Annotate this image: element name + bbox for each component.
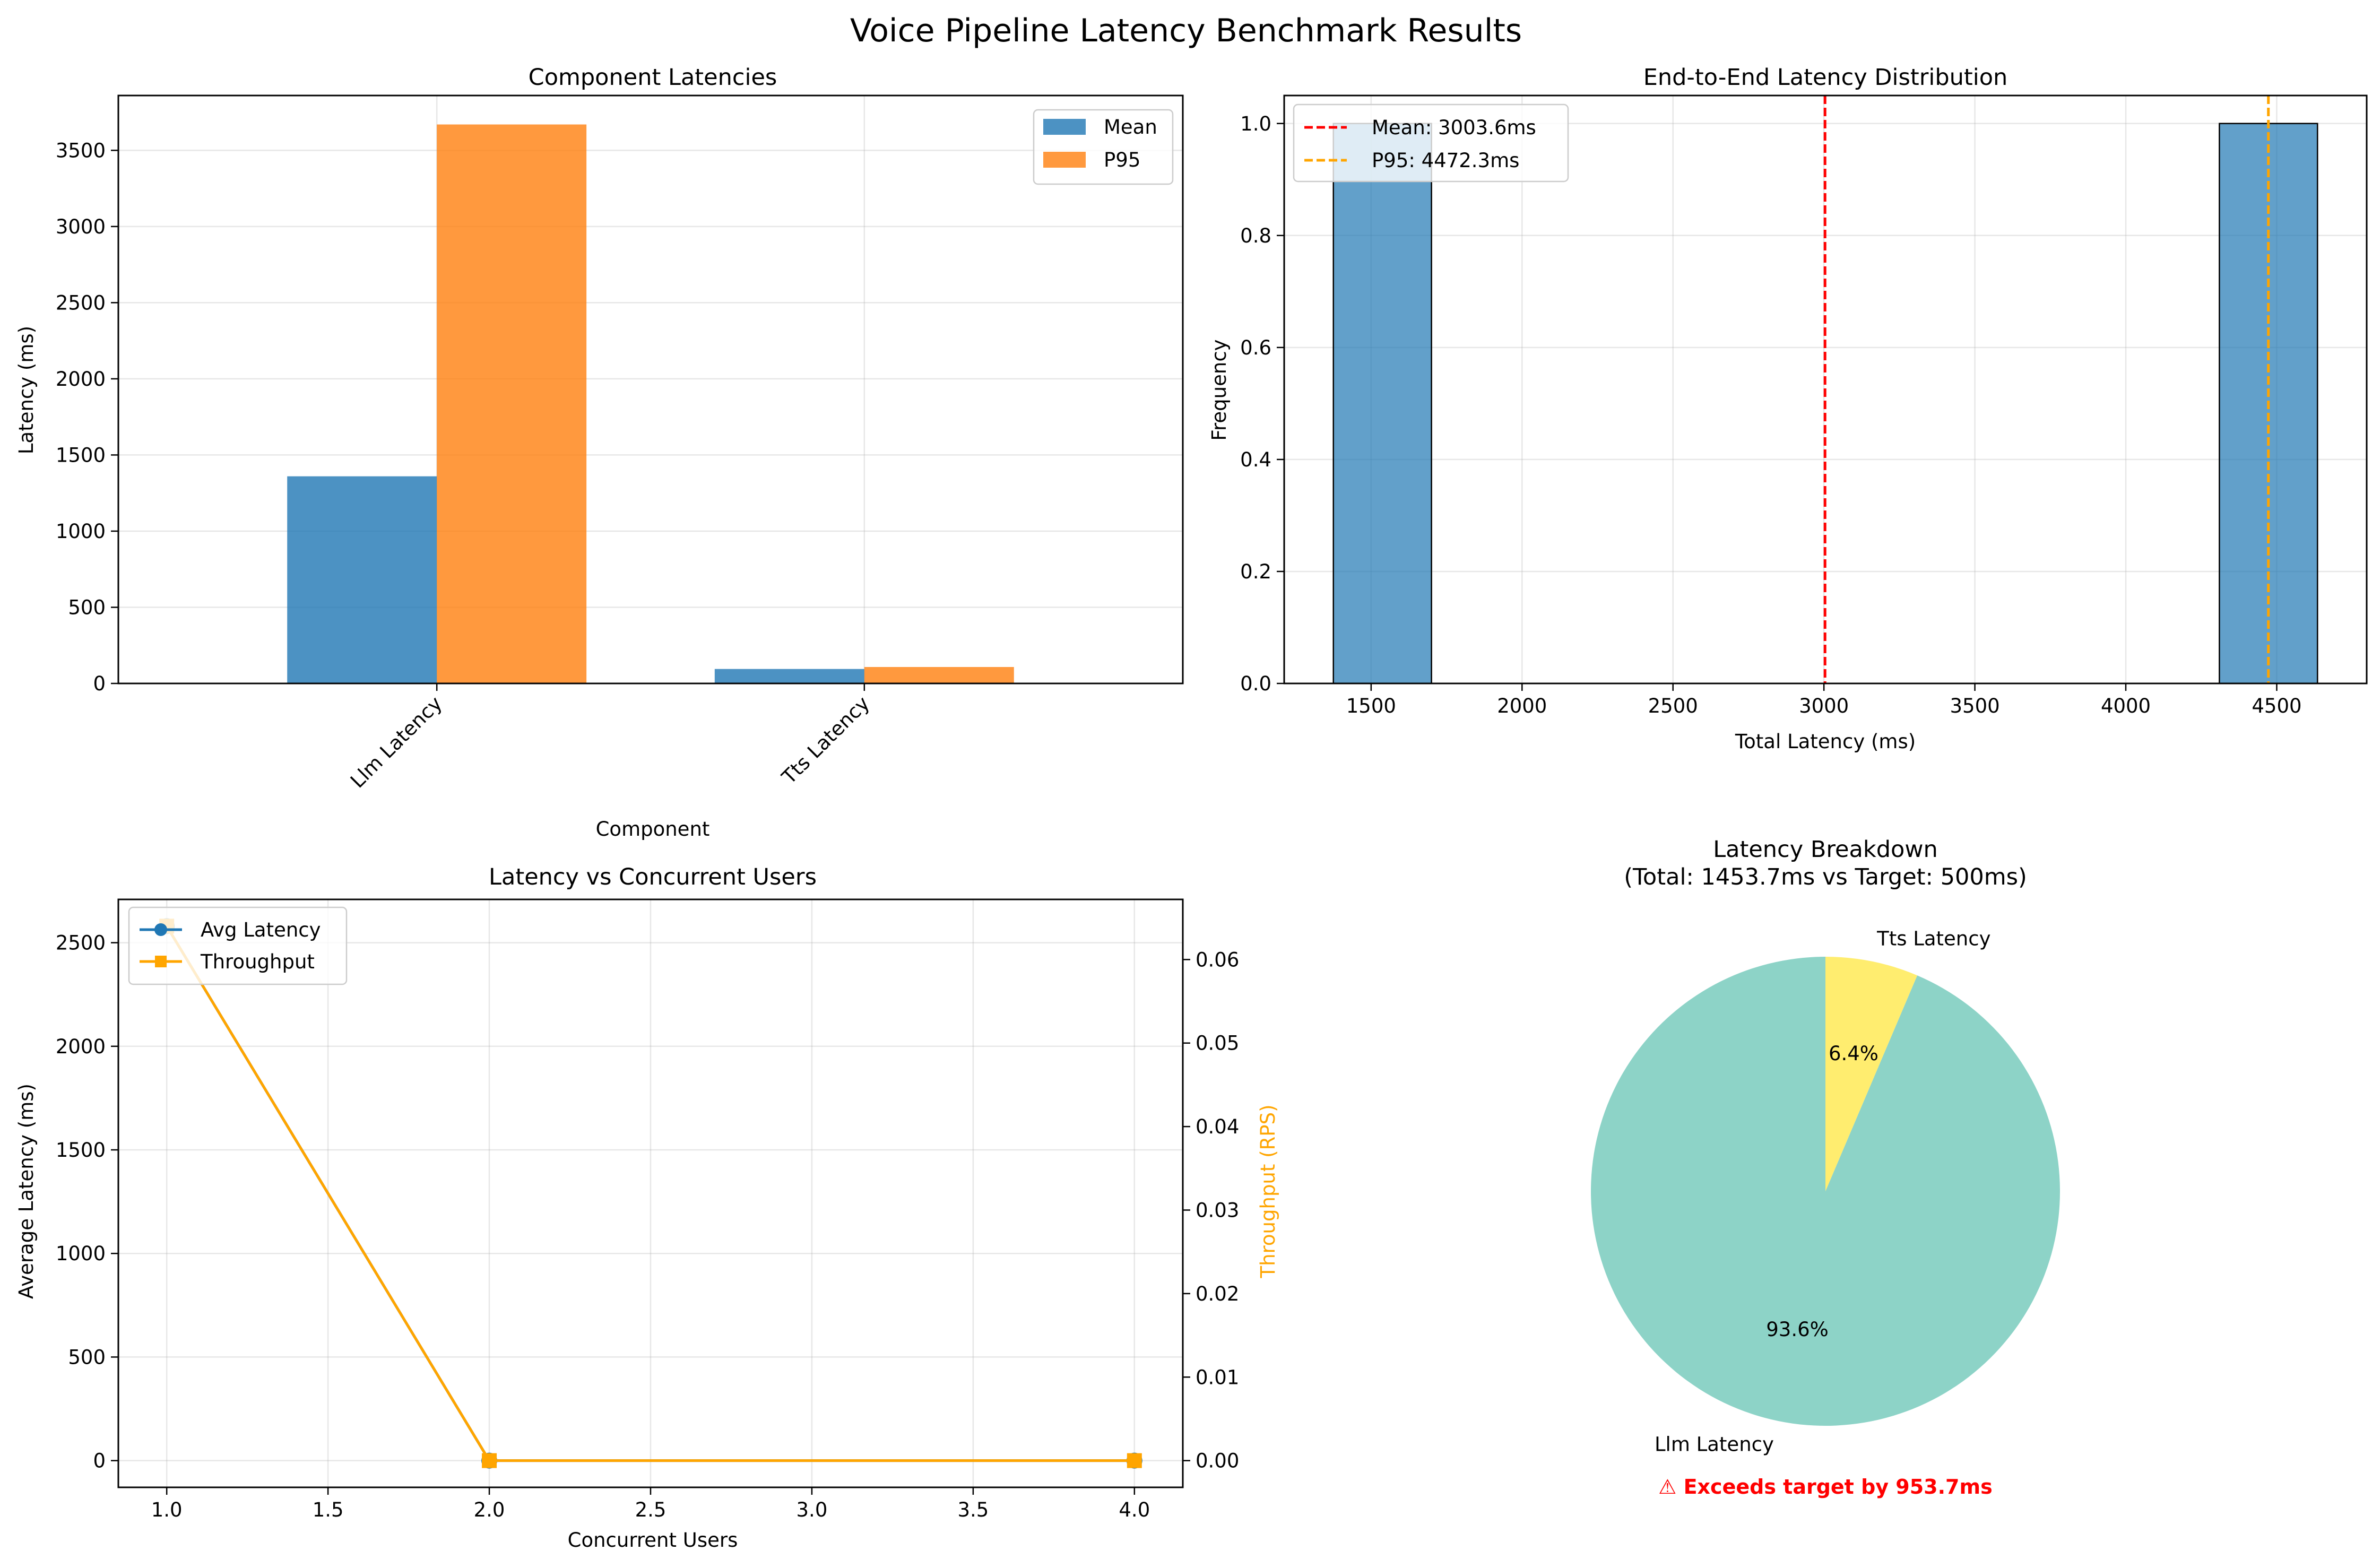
p3-xtick-label: 1.5 [313, 1498, 344, 1521]
p3-title: Latency vs Concurrent Users [489, 864, 817, 890]
p1-xtick-label: Tts Latency [777, 692, 874, 789]
p3-xtick-label: 3.5 [957, 1498, 989, 1521]
p1-legend-swatch-mean [1043, 119, 1086, 135]
p3-xtick-label: 1.0 [151, 1498, 183, 1521]
p4-warning: ⚠ Exceeds target by 953.7ms [1658, 1475, 1992, 1498]
p2-xtick-label: 1500 [1346, 695, 1396, 717]
p1-ytick-label: 500 [68, 596, 106, 619]
p3-legend-label-throughput: Throughput [200, 950, 315, 973]
p4-label-tts: Tts Latency [1876, 928, 1990, 950]
p4-pct-llm: 93.6% [1766, 1318, 1829, 1341]
p1-ytick-label: 2000 [56, 368, 106, 391]
p3-y2label: Throughput (RPS) [1257, 1104, 1279, 1278]
p3-xtick-label: 3.0 [797, 1498, 828, 1521]
p2-title: End-to-End Latency Distribution [1643, 64, 2008, 91]
p2-xlabel: Total Latency (ms) [1735, 730, 1916, 753]
latency-vs-users-chart: Latency vs Concurrent Users Concurrent U… [15, 864, 1279, 1552]
p2-xtick-label: 2500 [1648, 695, 1698, 717]
p1-ytick-label: 0 [93, 672, 106, 695]
p3-legend: Avg Latency Throughput [128, 906, 348, 985]
latency-breakdown-chart: Latency Breakdown (Total: 1453.7ms vs Ta… [1590, 836, 2060, 1498]
p2-hist-bar-0 [1332, 123, 1432, 685]
p1-ytick-label: 3000 [56, 215, 106, 238]
p3-xlabel: Concurrent Users [568, 1529, 738, 1552]
p2-ytick-label: 0.8 [1240, 224, 1271, 247]
p3-xtick-label: 4.0 [1119, 1498, 1150, 1521]
p1-legend-label-p95: P95 [1104, 149, 1140, 171]
p1-ytick-label: 1000 [56, 520, 106, 543]
p2-ytick-label: 0.4 [1240, 448, 1271, 471]
p1-xlabel: Component [596, 818, 710, 841]
p1-ytick-label: 2500 [56, 291, 106, 314]
p2-xtick-label: 3000 [1799, 695, 1849, 717]
p1-ytick-label: 1500 [56, 444, 106, 466]
p3-y2tick-label: 0.03 [1196, 1199, 1239, 1222]
p3-y2tick-label: 0.02 [1196, 1283, 1239, 1305]
p4-pct-tts: 6.4% [1829, 1042, 1878, 1065]
p1-ylabel: Latency (ms) [15, 326, 38, 454]
p2-xtick-label: 3500 [1950, 695, 2000, 717]
p2-ytick-label: 0.0 [1240, 672, 1271, 695]
p3-xtick-label: 2.5 [635, 1498, 666, 1521]
p3-y2tick-label: 0.05 [1196, 1032, 1239, 1055]
component-latencies-chart: Component Latencies Component Latency (m… [15, 64, 1184, 841]
p2-xtick-label: 2000 [1497, 695, 1547, 717]
p2-legend-label-mean: Mean: 3003.6ms [1372, 116, 1536, 139]
p1-legend: Mean P95 [1033, 109, 1174, 185]
p3-ytick-label: 0 [93, 1450, 106, 1472]
figure-title: Voice Pipeline Latency Benchmark Results [850, 12, 1522, 49]
p2-ylabel: Frequency [1208, 339, 1231, 440]
p2-ytick-label: 0.6 [1240, 336, 1271, 359]
p2-xtick-label: 4500 [2252, 695, 2301, 717]
p3-y2tick-label: 0.00 [1196, 1450, 1239, 1472]
p3-legend-label-avg: Avg Latency [201, 919, 321, 941]
latency-distribution-chart: End-to-End Latency Distribution Total La… [1208, 64, 2368, 753]
p3-y2tick-label: 0.06 [1196, 948, 1239, 971]
p2-ytick-label: 0.2 [1240, 560, 1271, 583]
p1-ytick-label: 3500 [56, 139, 106, 162]
p3-xtick-label: 2.0 [474, 1498, 505, 1521]
p3-ytick-label: 2000 [56, 1035, 106, 1058]
p1-legend-swatch-p95 [1043, 152, 1086, 168]
p4-label-llm: Llm Latency [1655, 1433, 1774, 1456]
p3-frame [117, 898, 1184, 1488]
p2-legend: Mean: 3003.6ms P95: 4472.3ms [1293, 103, 1569, 183]
p1-frame [117, 94, 1184, 685]
p1-bar-p95-0 [437, 124, 587, 684]
p4-title: Latency Breakdown [1713, 836, 1938, 863]
p1-bar-mean-1 [714, 669, 864, 683]
p4-slice-llm [1590, 957, 2060, 1426]
p3-y2tick-label: 0.01 [1196, 1366, 1239, 1389]
p3-ytick-label: 1500 [56, 1139, 106, 1162]
p3-legend-marker-throughput [155, 956, 167, 967]
p3-point-throughput-1 [482, 1453, 497, 1468]
p2-legend-label-p95: P95: 4472.3ms [1372, 149, 1519, 172]
p2-ytick-label: 1.0 [1240, 112, 1271, 135]
p3-point-throughput-2 [1127, 1453, 1142, 1468]
p3-ylabel: Average Latency (ms) [15, 1084, 38, 1299]
p1-xtick-label: Llm Latency [346, 692, 446, 792]
p1-legend-label-mean: Mean [1104, 116, 1157, 138]
p4-slice-tts [1825, 957, 1917, 1191]
p2-frame [1283, 94, 2368, 685]
p3-ytick-label: 1000 [56, 1242, 106, 1265]
p1-bar-mean-0 [287, 476, 437, 683]
p1-bar-p95-1 [864, 666, 1014, 683]
p1-title: Component Latencies [529, 64, 777, 91]
p3-ytick-label: 500 [68, 1346, 106, 1368]
p4-subtitle: (Total: 1453.7ms vs Target: 500ms) [1624, 864, 2027, 890]
p3-y2tick-label: 0.04 [1196, 1115, 1239, 1138]
p3-ytick-label: 2500 [56, 932, 106, 955]
p3-legend-marker-avg [154, 923, 167, 936]
p2-xtick-label: 4000 [2101, 695, 2151, 717]
